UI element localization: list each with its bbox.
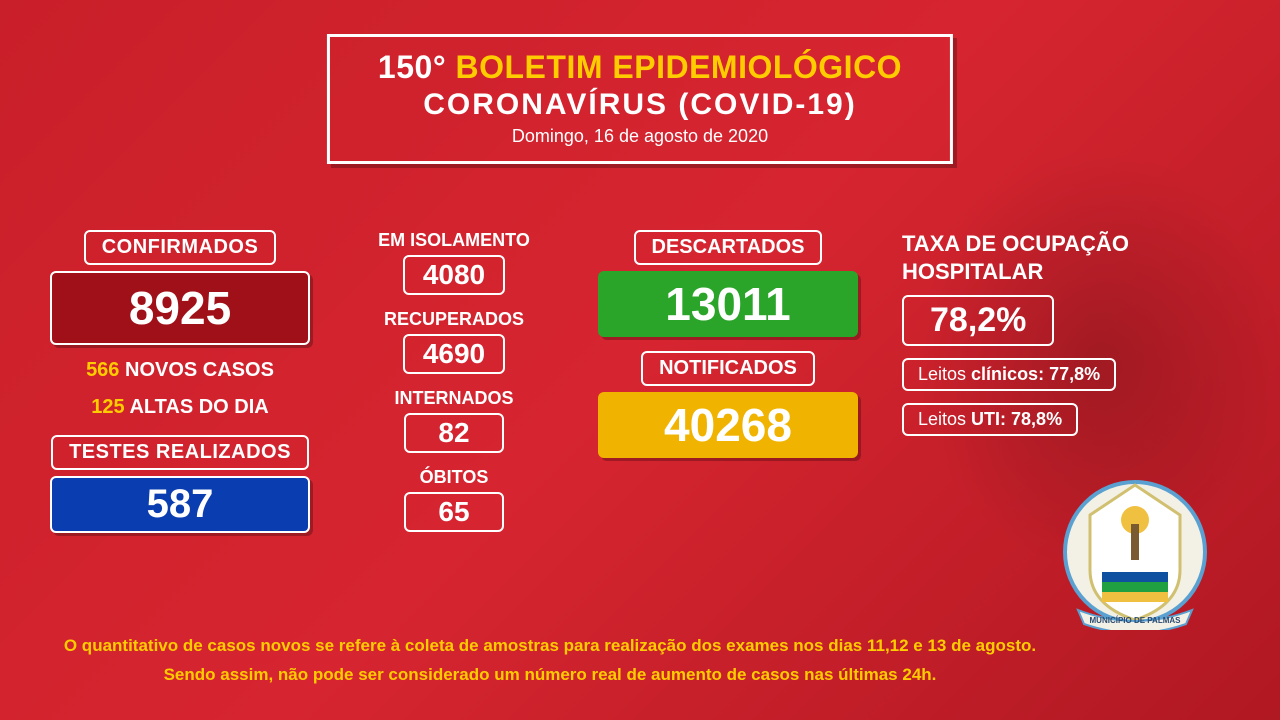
deaths-value: 65: [404, 492, 504, 532]
crest-icon: MUNICÍPIO DE PALMAS: [1060, 460, 1210, 630]
col-discard-notify: DESCARTADOS 13011 NOTIFICADOS 40268: [598, 230, 858, 546]
notified-label: NOTIFICADOS: [641, 351, 815, 386]
occ-clinical-label: Leitos: [918, 364, 971, 384]
tests-label: TESTES REALIZADOS: [51, 435, 309, 470]
header-box: 150° BOLETIM EPIDEMIOLÓGICO CORONAVÍRUS …: [327, 34, 953, 164]
col-middle-stats: EM ISOLAMENTO 4080 RECUPERADOS 4690 INTE…: [344, 230, 564, 546]
discharges-number: 125: [91, 396, 124, 418]
confirmed-label: CONFIRMADOS: [84, 230, 277, 265]
occ-clinical-bold: clínicos: 77,8%: [971, 364, 1100, 384]
occupancy-clinical: Leitos clínicos: 77,8%: [902, 358, 1116, 391]
header-title: BOLETIM EPIDEMIOLÓGICO: [456, 49, 903, 85]
footnote: O quantitativo de casos novos se refere …: [60, 632, 1040, 690]
recovered-label: RECUPERADOS: [384, 309, 524, 330]
new-cases-number: 566: [86, 359, 119, 381]
header-subtitle: CORONAVÍRUS (COVID-19): [378, 88, 902, 122]
hospitalized-value: 82: [404, 413, 504, 453]
isolation-value: 4080: [403, 255, 505, 295]
header-date: Domingo, 16 de agosto de 2020: [378, 126, 902, 147]
discharges-text: ALTAS DO DIA: [129, 396, 268, 418]
col-confirmed: CONFIRMADOS 8925 566 NOVOS CASOS 125 ALT…: [50, 230, 310, 546]
confirmed-value: 8925: [50, 271, 310, 345]
recovered-value: 4690: [403, 334, 505, 374]
new-cases-text: NOVOS CASOS: [125, 359, 274, 381]
occ-icu-bold: UTI: 78,8%: [971, 409, 1062, 429]
occupancy-main: 78,2%: [902, 295, 1054, 346]
header-edition: 150°: [378, 49, 446, 85]
discharges-line: 125 ALTAS DO DIA: [91, 396, 268, 419]
occ-title-line2: HOSPITALAR: [902, 258, 1129, 286]
hospitalized-label: INTERNADOS: [394, 388, 513, 409]
notified-value: 40268: [598, 392, 858, 458]
discarded-label: DESCARTADOS: [634, 230, 823, 265]
deaths-label: ÓBITOS: [404, 467, 504, 488]
occ-icu-label: Leitos: [918, 409, 971, 429]
isolation-label: EM ISOLAMENTO: [378, 230, 530, 251]
crest-caption: MUNICÍPIO DE PALMAS: [1090, 616, 1182, 625]
tests-value: 587: [50, 476, 310, 533]
discarded-value: 13011: [598, 271, 858, 337]
occ-title-line1: TAXA DE OCUPAÇÃO: [902, 230, 1129, 258]
new-cases-line: 566 NOVOS CASOS: [86, 359, 274, 382]
occupancy-icu: Leitos UTI: 78,8%: [902, 403, 1078, 436]
